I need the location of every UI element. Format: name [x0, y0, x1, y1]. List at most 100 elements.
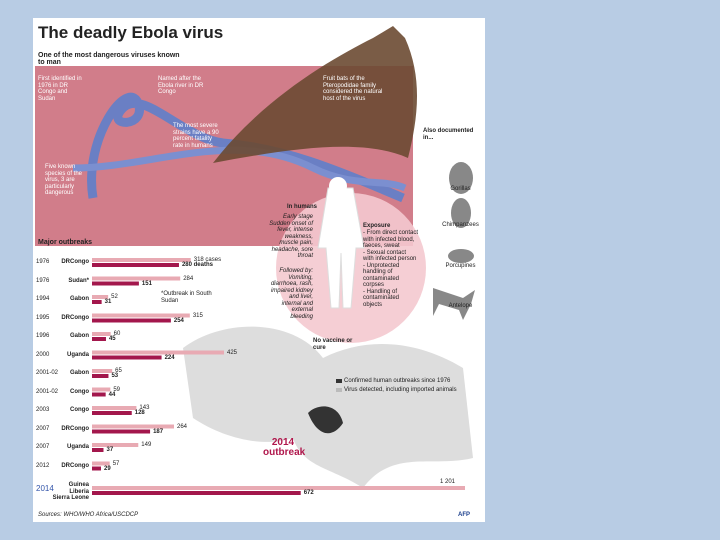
category-label: Gabon: [70, 296, 89, 302]
legend-entry: Confirmed human outbreaks since 1976: [344, 378, 451, 384]
year-label: 2007: [36, 425, 50, 432]
value-label: 52: [111, 294, 118, 300]
bar: [92, 406, 137, 410]
gorilla-icon: [449, 162, 473, 194]
value-label: 425: [226, 349, 237, 356]
annotation: Fruit bats of the Pteropodidae family co…: [323, 76, 383, 102]
value-label: 31: [104, 299, 112, 305]
animal-label: Antelope: [448, 303, 473, 309]
bar: [92, 443, 139, 447]
bar: [92, 318, 171, 323]
category-label: Uganda: [66, 351, 89, 358]
year-label: 1976: [36, 259, 50, 265]
bar: [92, 448, 104, 452]
bar: [92, 332, 111, 336]
value-label: 264: [176, 423, 187, 430]
value-label: 254: [173, 317, 184, 324]
category-label: Gabon: [70, 370, 89, 376]
annotation: First identified in 1976 in DR Congo and…: [38, 76, 82, 102]
bar: [92, 466, 102, 471]
bar: [92, 486, 465, 490]
note: *Outbreak in South Sudan: [161, 291, 212, 304]
graphics: [35, 26, 475, 495]
bar: [92, 374, 109, 378]
value-label: 59: [113, 386, 120, 393]
year-label: 2007: [36, 444, 50, 450]
bar: [92, 258, 191, 262]
category-label: DRCongo: [61, 314, 89, 321]
followed-by: Followed by: Vomiting, diarrhoea, rash, …: [270, 268, 313, 320]
bat: [213, 26, 418, 163]
credit: AFP: [458, 512, 470, 518]
animals-heading: Also documented in...: [423, 128, 474, 141]
bar: [92, 424, 174, 429]
bar: [92, 429, 151, 434]
category-label: DRCongo: [61, 425, 89, 432]
value-label: 672: [303, 490, 314, 496]
human-figure: [317, 187, 365, 309]
value-label: 143: [139, 405, 150, 411]
category-label: Congo: [70, 388, 89, 395]
category-label: Guinea Liberia Sierra Leone: [52, 482, 89, 501]
bar: [92, 350, 224, 355]
value-label: 37: [106, 447, 114, 453]
humans-heading: In humans: [287, 204, 318, 210]
bar: [92, 313, 190, 318]
year-label: 2012: [36, 462, 50, 469]
exposure-heading: Exposure: [363, 223, 391, 229]
year-label: 1996: [36, 333, 50, 339]
category-label: Congo: [70, 407, 89, 413]
bar: [92, 263, 179, 267]
porcupine-icon: [448, 249, 474, 263]
value-label: 65: [115, 368, 122, 374]
outbreak-region: [308, 406, 343, 434]
value-label: 151: [141, 280, 152, 287]
bar: [92, 300, 102, 304]
early-stage: Early stage Sudden onset of fever, inten…: [269, 214, 313, 259]
annotation: Five known species of the virus, 3 are p…: [45, 164, 83, 196]
chart-title: Major outbreaks: [38, 239, 93, 246]
annotation: Named after the Ebola river in DR Congo: [158, 76, 204, 95]
human-head: [329, 177, 347, 195]
category-label: DRCongo: [61, 462, 89, 469]
value-label: 53: [111, 373, 119, 379]
bar: [92, 281, 139, 286]
bar: [92, 461, 110, 466]
antelope-icon: [433, 288, 475, 320]
annotation: The most severe strains have a 90 percen…: [173, 123, 219, 149]
category-label: DRCongo: [61, 259, 89, 265]
chimpanzee-icon: [451, 198, 471, 228]
value-label: 284: [183, 275, 194, 282]
legend-swatch: [336, 388, 342, 392]
animal-label: Chimpanzees: [442, 222, 479, 228]
value-label: 128: [134, 410, 145, 416]
infographic: The deadly Ebola virus One of the most d…: [33, 18, 485, 522]
year-label: 1995: [36, 314, 50, 321]
year-label: 2014: [36, 484, 54, 493]
bar: [92, 337, 106, 341]
value-label: 60: [113, 331, 121, 337]
bar: [92, 411, 132, 415]
year-label: 2000: [36, 351, 50, 358]
year-label: 2001-02: [36, 370, 59, 376]
value-label: 187: [153, 428, 164, 435]
category-label: Uganda: [66, 444, 89, 450]
value-label: 315: [192, 312, 203, 319]
category-label: Sudan*: [68, 277, 89, 284]
year-label: 2003: [36, 407, 50, 413]
bar: [92, 387, 111, 392]
animal-label: Gorillas: [450, 186, 471, 192]
year-label: 2001-02: [36, 388, 59, 395]
value-label: 57: [112, 460, 120, 467]
bar: [92, 295, 109, 299]
value-label: 44: [108, 391, 116, 398]
outbreak-label: 2014 outbreak: [263, 437, 306, 458]
value-label: 318 cases: [193, 257, 222, 263]
subtitle: One of the most dangerous viruses known …: [38, 52, 180, 66]
bar: [92, 491, 301, 495]
category-label: Gabon: [70, 333, 89, 339]
year-label: 1994: [36, 296, 50, 302]
year-label: 1976: [36, 277, 50, 284]
bar: [92, 276, 181, 281]
